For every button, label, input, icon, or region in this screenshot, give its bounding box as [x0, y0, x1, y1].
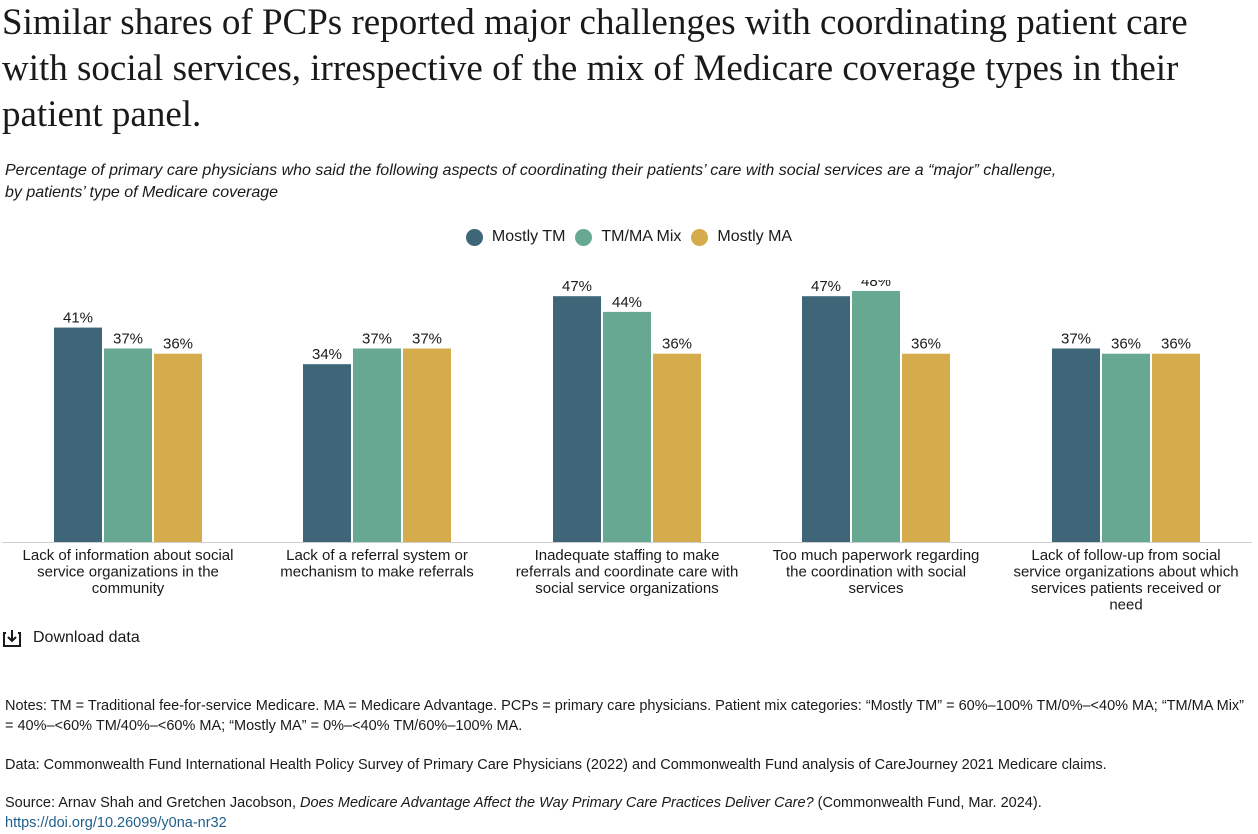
legend-item-tm-ma-mix[interactable]: TM/MA Mix — [575, 228, 681, 246]
data-label: 44% — [612, 294, 642, 311]
category-label: the coordination with social — [786, 564, 966, 581]
category-label: Inadequate staffing to make — [535, 547, 720, 564]
subtitle-line-2: by patients’ type of Medicare coverage — [5, 184, 279, 201]
legend-swatch-mostly-tm — [465, 228, 483, 246]
bar-mostly-ma-3[interactable] — [653, 353, 701, 542]
legend-swatch-tm-ma-mix — [575, 228, 593, 246]
bar-mostly-tm-2[interactable] — [303, 364, 351, 542]
category-label: need — [1109, 597, 1142, 614]
bar-mostly-tm-3[interactable] — [553, 296, 601, 542]
legend-item-mostly-ma[interactable]: Mostly MA — [691, 228, 792, 246]
bar-tm-ma-mix-1[interactable] — [104, 348, 152, 542]
chart-source: Source: Arnav Shah and Gretchen Jacobson… — [5, 793, 1250, 833]
chart-title: Similar shares of PCPs reported major ch… — [2, 2, 1188, 135]
source-report-title: Does Medicare Advantage Affect the Way P… — [300, 795, 814, 811]
data-label: 36% — [1161, 336, 1191, 353]
category-label: Lack of information about social — [23, 547, 234, 564]
data-label: 37% — [412, 330, 442, 347]
chart-subtitle: Percentage of primary care physicians wh… — [5, 160, 1205, 204]
legend-label-tm-ma-mix: TM/MA Mix — [601, 228, 682, 245]
legend-label-mostly-tm: Mostly TM — [491, 228, 566, 245]
legend-swatch-mostly-ma — [691, 228, 709, 246]
category-label: services patients received or — [1031, 580, 1221, 597]
category-label: Lack of follow-up from social — [1031, 547, 1220, 564]
download-icon — [3, 630, 21, 647]
data-label: 34% — [312, 346, 342, 363]
source-suffix: (Commonwealth Fund, Mar. 2024). — [813, 795, 1042, 811]
bar-tm-ma-mix-2[interactable] — [353, 348, 401, 542]
data-label: 41% — [63, 310, 93, 327]
category-label: Too much paperwork regarding — [773, 547, 980, 564]
data-label: 36% — [911, 336, 941, 353]
category-label: service organizations about which — [1013, 564, 1238, 581]
subtitle-line-1: Percentage of primary care physicians wh… — [5, 162, 1057, 179]
source-prefix: Source: Arnav Shah and Gretchen Jacobson… — [5, 795, 301, 811]
chart-notes: Notes: TM = Traditional fee-for-service … — [5, 698, 1245, 734]
data-label: 47% — [811, 280, 841, 295]
bar-tm-ma-mix-5[interactable] — [1102, 353, 1150, 542]
category-label: service organizations in the — [37, 564, 219, 581]
category-label: referrals and coordinate care with — [516, 564, 739, 581]
data-label: 36% — [163, 336, 193, 353]
category-label: services — [848, 580, 903, 597]
bar-chart: 41% 37% 36% Lack of information about socia… — [2, 280, 1252, 614]
bar-mostly-ma-1[interactable] — [154, 353, 202, 542]
data-label: 48% — [861, 280, 891, 290]
chart-data-source: Data: Commonwealth Fund International He… — [5, 757, 1107, 773]
bar-mostly-tm-5[interactable] — [1052, 348, 1100, 542]
bar-mostly-ma-2[interactable] — [403, 348, 451, 542]
download-data-label: Download data — [33, 629, 140, 646]
data-label: 36% — [662, 336, 692, 353]
data-label: 37% — [1061, 330, 1091, 347]
category-label: community — [92, 580, 165, 597]
data-label: 36% — [1111, 336, 1141, 353]
bar-mostly-tm-1[interactable] — [54, 327, 102, 542]
doi-link[interactable]: https://doi.org/10.26099/y0na-nr32 — [5, 815, 227, 831]
legend-item-mostly-tm[interactable]: Mostly TM — [465, 228, 566, 246]
bar-tm-ma-mix-4[interactable] — [852, 290, 900, 542]
bar-mostly-tm-4[interactable] — [802, 296, 850, 542]
category-label: mechanism to make referrals — [280, 564, 473, 581]
category-label: social service organizations — [535, 580, 718, 597]
bar-mostly-ma-5[interactable] — [1152, 353, 1200, 542]
download-data-button[interactable]: Download data — [2, 628, 140, 648]
legend-label-mostly-ma: Mostly MA — [717, 228, 793, 245]
bar-mostly-ma-4[interactable] — [902, 353, 950, 542]
bar-tm-ma-mix-3[interactable] — [603, 311, 651, 542]
chart-legend: Mostly TM TM/MA Mix Mostly MA — [0, 226, 1258, 248]
data-label: 47% — [562, 280, 592, 295]
category-label: Lack of a referral system or — [286, 547, 468, 564]
data-label: 37% — [362, 330, 392, 347]
data-label: 37% — [113, 330, 143, 347]
